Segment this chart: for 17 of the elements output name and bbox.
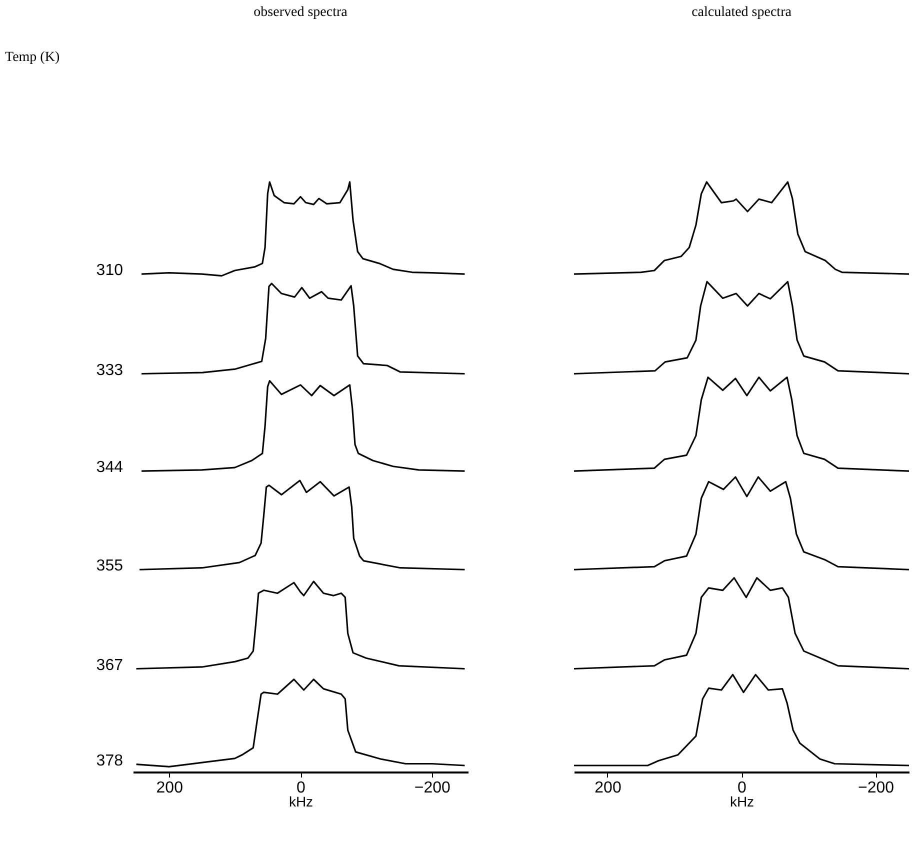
- x-tick-label: 0: [296, 780, 306, 796]
- series-label: 333: [96, 362, 124, 379]
- series-label: 310: [96, 262, 124, 280]
- x-tick-label: −200: [858, 780, 894, 796]
- series-label: 344: [96, 459, 124, 476]
- x-tick-label: −200: [414, 780, 450, 796]
- chart-title: calculated spectra: [692, 5, 792, 20]
- x-axis-title: kHz: [288, 794, 314, 810]
- series-label: 367: [96, 656, 124, 674]
- x-tick-label: 200: [156, 780, 184, 796]
- text: Temp (K): [5, 50, 60, 65]
- chart-title: observed spectra: [254, 5, 348, 20]
- x-tick-label: 0: [738, 780, 747, 796]
- series-label: 378: [96, 752, 124, 770]
- x-tick-label: 200: [594, 780, 622, 796]
- series-label: 355: [96, 558, 124, 575]
- x-axis-title: kHz: [730, 794, 754, 810]
